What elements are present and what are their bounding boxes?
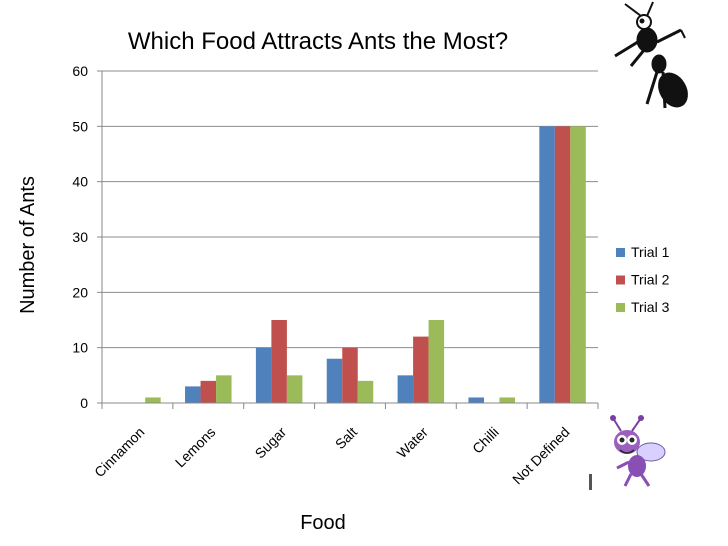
x-tick-label: Not Defined <box>509 424 573 488</box>
legend-label: Trial 3 <box>631 299 670 315</box>
y-tick-label: 40 <box>72 174 88 190</box>
bar-trial-2-sugar <box>271 320 287 403</box>
legend-label: Trial 1 <box>631 244 670 260</box>
bar-trial-1-sugar <box>255 347 272 403</box>
bar-trial-2-lemons <box>200 380 217 403</box>
small-mark <box>589 474 592 490</box>
bar-trial-3-water <box>428 320 445 403</box>
bar-trial-2-salt <box>342 347 358 403</box>
bar-trial-2-not-defined <box>554 126 571 403</box>
bar-trial-3-sugar <box>286 375 303 403</box>
x-tick-label: Sugar <box>252 424 290 462</box>
bar-trial-1-water <box>397 375 414 403</box>
x-tick-label: Chilli <box>469 424 502 457</box>
bar-trial-3-not-defined <box>570 126 586 403</box>
bars <box>145 126 586 403</box>
y-axis-label: Number of Ants <box>17 176 39 314</box>
y-tick-labels: 0 10 20 30 40 50 60 <box>72 63 88 411</box>
x-tick-label: Lemons <box>172 424 219 471</box>
bar-trial-3-cinnamon <box>145 397 161 403</box>
y-tick-label: 30 <box>72 229 88 245</box>
cartoon-bug-icon <box>610 415 666 487</box>
legend-swatch <box>616 303 625 312</box>
x-tick-marks <box>101 403 599 409</box>
bar-trial-1-salt <box>326 358 343 403</box>
bar-trial-3-lemons <box>216 375 232 403</box>
legend: Trial 1 Trial 2 Trial 3 <box>616 244 670 315</box>
y-tick-label: 0 <box>80 395 88 411</box>
plot-area: 0 10 20 30 40 50 60 Cinnamon Lemons Sugar Salt Wat… <box>72 63 599 488</box>
bar-trial-3-chilli <box>499 397 515 403</box>
bar-trial-1-chilli <box>468 397 484 403</box>
x-tick-label: Water <box>394 424 432 462</box>
bar-trial-3-salt <box>357 380 374 403</box>
legend-swatch <box>616 248 625 257</box>
bar-trial-2-water <box>413 336 429 403</box>
x-tick-label: Cinnamon <box>91 424 147 480</box>
x-tick-label: Salt <box>332 424 360 452</box>
y-tick-label: 50 <box>72 118 88 134</box>
x-axis-label: Food <box>300 512 346 534</box>
legend-swatch <box>616 275 625 285</box>
y-tick-label: 60 <box>72 63 88 79</box>
ant-icon <box>614 1 688 109</box>
bar-trial-1-lemons <box>185 386 201 403</box>
chart-title: Which Food Attracts Ants the Most? <box>128 28 508 55</box>
bar-trial-1-not-defined <box>539 126 555 403</box>
x-tick-labels: Cinnamon Lemons Sugar Salt Water Chilli Not De… <box>91 424 573 488</box>
y-tick-label: 20 <box>72 284 88 300</box>
gridlines <box>97 70 598 404</box>
legend-label: Trial 2 <box>631 272 670 288</box>
y-tick-label: 10 <box>72 340 88 356</box>
